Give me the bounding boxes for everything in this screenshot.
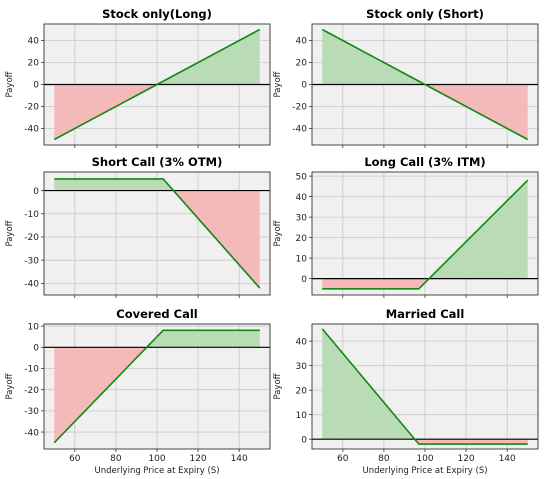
- payoff-line: [321, 28, 529, 141]
- x-tick-label: 60: [337, 454, 349, 464]
- x-tick-label: 140: [231, 454, 248, 464]
- y-tick-label: 20: [28, 59, 40, 69]
- x-tick-label: 100: [148, 454, 165, 464]
- x-tick-label: 60: [69, 454, 81, 464]
- subplot-4: Long Call (3% ITM) 0 10 20 30 40 50 Payoff: [273, 155, 539, 298]
- y-tick-label: -20: [24, 233, 39, 243]
- y-axis-label: Payoff: [5, 219, 15, 246]
- x-tick-label: 140: [499, 454, 516, 464]
- subplot-6: Married Call 0 10 20 30 40 60 80 100 120 140 Payoff…: [273, 307, 539, 476]
- y-tick-label: 10: [28, 322, 40, 332]
- subplot-title: Stock only(Long): [102, 7, 212, 21]
- payoff-line: [54, 178, 261, 289]
- y-axis-label: Payoff: [273, 372, 283, 399]
- x-tick-label: 80: [378, 454, 390, 464]
- y-tick-label: 0: [301, 275, 307, 285]
- subplot-title: Stock only (Short): [366, 7, 484, 21]
- payoff-line: [321, 328, 528, 445]
- y-tick-label: 0: [33, 81, 39, 91]
- y-axis-label: Payoff: [5, 70, 15, 97]
- y-tick-label: 40: [28, 37, 40, 47]
- y-tick-label: -30: [24, 407, 39, 417]
- y-tick-label: 0: [301, 435, 307, 445]
- profit-region: [54, 178, 174, 191]
- y-tick-label: 0: [33, 344, 39, 354]
- y-tick-label: 30: [296, 362, 308, 372]
- y-tick-label: 30: [296, 213, 308, 223]
- x-axis-label: Underlying Price at Expiry (S): [94, 466, 219, 476]
- y-tick-label: -40: [24, 428, 39, 438]
- y-tick-label: 40: [296, 37, 308, 47]
- y-axis-label: Payoff: [5, 372, 15, 399]
- y-tick-label: 20: [296, 386, 308, 396]
- x-tick-label: 80: [110, 454, 122, 464]
- x-axis-label: Underlying Price at Expiry (S): [362, 466, 487, 476]
- subplot-title: Covered Call: [116, 307, 197, 321]
- y-tick-label: 10: [296, 411, 308, 421]
- y-tick-label: 10: [296, 254, 308, 264]
- y-tick-label: 0: [301, 81, 307, 91]
- y-tick-label: -40: [292, 125, 307, 135]
- subplot-1: Stock only(Long) -40 -20 0 20 40 Payoff: [5, 7, 271, 148]
- y-tick-label: 40: [296, 193, 308, 203]
- y-tick-label: 0: [33, 187, 39, 197]
- x-tick-label: 120: [457, 454, 474, 464]
- y-tick-label: 20: [296, 59, 308, 69]
- y-tick-label: -10: [24, 210, 39, 220]
- loss-region: [414, 439, 528, 445]
- x-tick-label: 100: [416, 454, 433, 464]
- payoff-line: [53, 28, 261, 141]
- y-tick-label: -40: [24, 280, 39, 290]
- y-tick-label: -10: [24, 365, 39, 375]
- loss-region: [322, 278, 430, 289]
- subplot-title: Long Call (3% ITM): [364, 155, 485, 169]
- y-tick-label: 50: [296, 172, 308, 182]
- y-axis-label: Payoff: [273, 70, 283, 97]
- y-tick-label: -20: [24, 103, 39, 113]
- y-tick-label: -30: [24, 256, 39, 266]
- payoff-line: [53, 329, 260, 444]
- y-tick-label: -40: [24, 125, 39, 135]
- payoff-line: [322, 179, 529, 290]
- subplot-title: Married Call: [386, 307, 465, 321]
- y-tick-label: -20: [24, 386, 39, 396]
- profit-region: [146, 330, 260, 348]
- y-tick-label: -20: [292, 103, 307, 113]
- subplot-2: Stock only (Short) -40 -20 0 20 40 Payoff: [273, 7, 539, 148]
- subplot-3: Short Call (3% OTM) -40 -30 -20 -10 0 Payoff: [5, 155, 271, 298]
- subplot-5: Covered Call -40 -30 -20 -10 0 10 60 80 100 120 140…: [5, 307, 271, 476]
- y-tick-label: 40: [296, 337, 308, 347]
- x-tick-label: 120: [189, 454, 206, 464]
- y-axis-label: Payoff: [273, 219, 283, 246]
- y-tick-label: 20: [296, 234, 308, 244]
- subplot-title: Short Call (3% OTM): [92, 155, 223, 169]
